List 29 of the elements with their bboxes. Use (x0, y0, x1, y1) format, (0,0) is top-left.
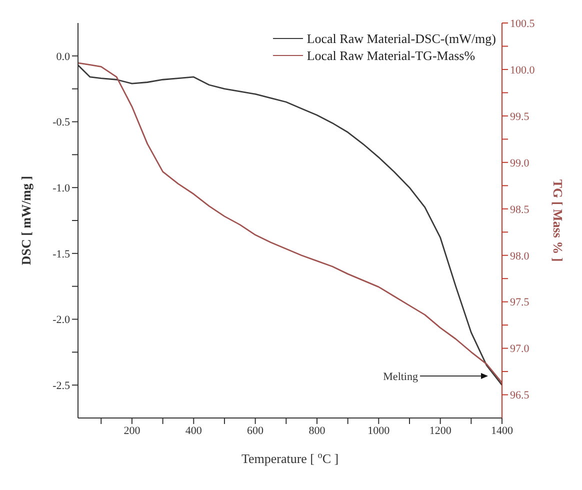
melting-note: Melting (383, 371, 488, 383)
x-axis-title: Temperature [ $^{o}$C ] (241, 450, 339, 466)
x-tick-label: 600 (247, 424, 264, 437)
y-axis-title: DSC [ mW/mg ] (18, 176, 34, 266)
x-tick-label: 400 (185, 424, 202, 437)
y2-tick-label: 100.0 (510, 64, 536, 76)
y2-axis-title: TG [ Mass % ] (550, 179, 566, 262)
y2-tick-label: 96.5 (510, 390, 530, 402)
y2-tick-label: 98.0 (510, 250, 530, 262)
y2-tick-label: 99.5 (510, 110, 530, 123)
y2-tick-label: 98.5 (510, 204, 530, 216)
y-tick-label: -1.0 (52, 182, 70, 194)
x-tick-label: 200 (124, 424, 141, 437)
y2-tick-label: 99.0 (510, 157, 530, 170)
x-tick-label: 1000 (368, 424, 390, 437)
y-tick-label: 0.0 (56, 50, 70, 63)
y-tick-label: -1.5 (52, 248, 70, 260)
y-tick-label: -2.5 (52, 380, 70, 392)
y-tick-label: -0.5 (52, 116, 70, 129)
x-tick-label: 1200 (429, 424, 452, 437)
y2-tick-label: 100.5 (510, 18, 536, 30)
y2-tick-label: 97.0 (510, 343, 530, 356)
x-tick-label: 1400 (491, 424, 514, 437)
legend-label: Local Raw Material-DSC-(mW/mg) (306, 30, 496, 47)
y2-tick-label: 97.5 (510, 296, 530, 309)
annotation: Melting (383, 371, 418, 383)
y-tick-label: -2.0 (52, 314, 70, 326)
x-tick-label: 800 (308, 424, 326, 437)
legend-label: Local Raw Material-TG-Mass% (306, 47, 476, 64)
